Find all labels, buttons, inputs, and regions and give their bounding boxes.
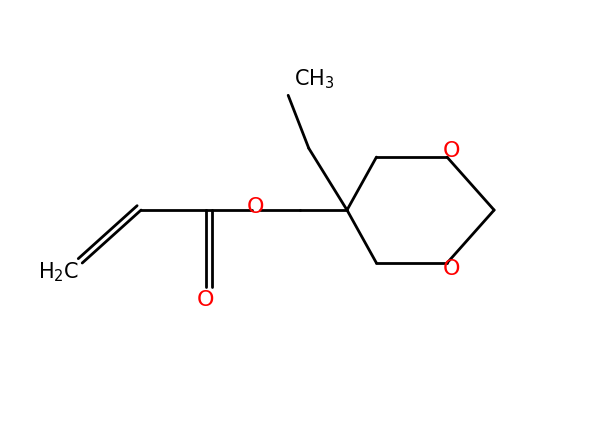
Text: H$_2$C: H$_2$C: [38, 260, 79, 284]
Text: O: O: [443, 259, 460, 279]
Text: O: O: [247, 196, 264, 216]
Text: CH$_3$: CH$_3$: [294, 68, 334, 91]
Text: O: O: [197, 290, 214, 310]
Text: O: O: [443, 141, 460, 161]
